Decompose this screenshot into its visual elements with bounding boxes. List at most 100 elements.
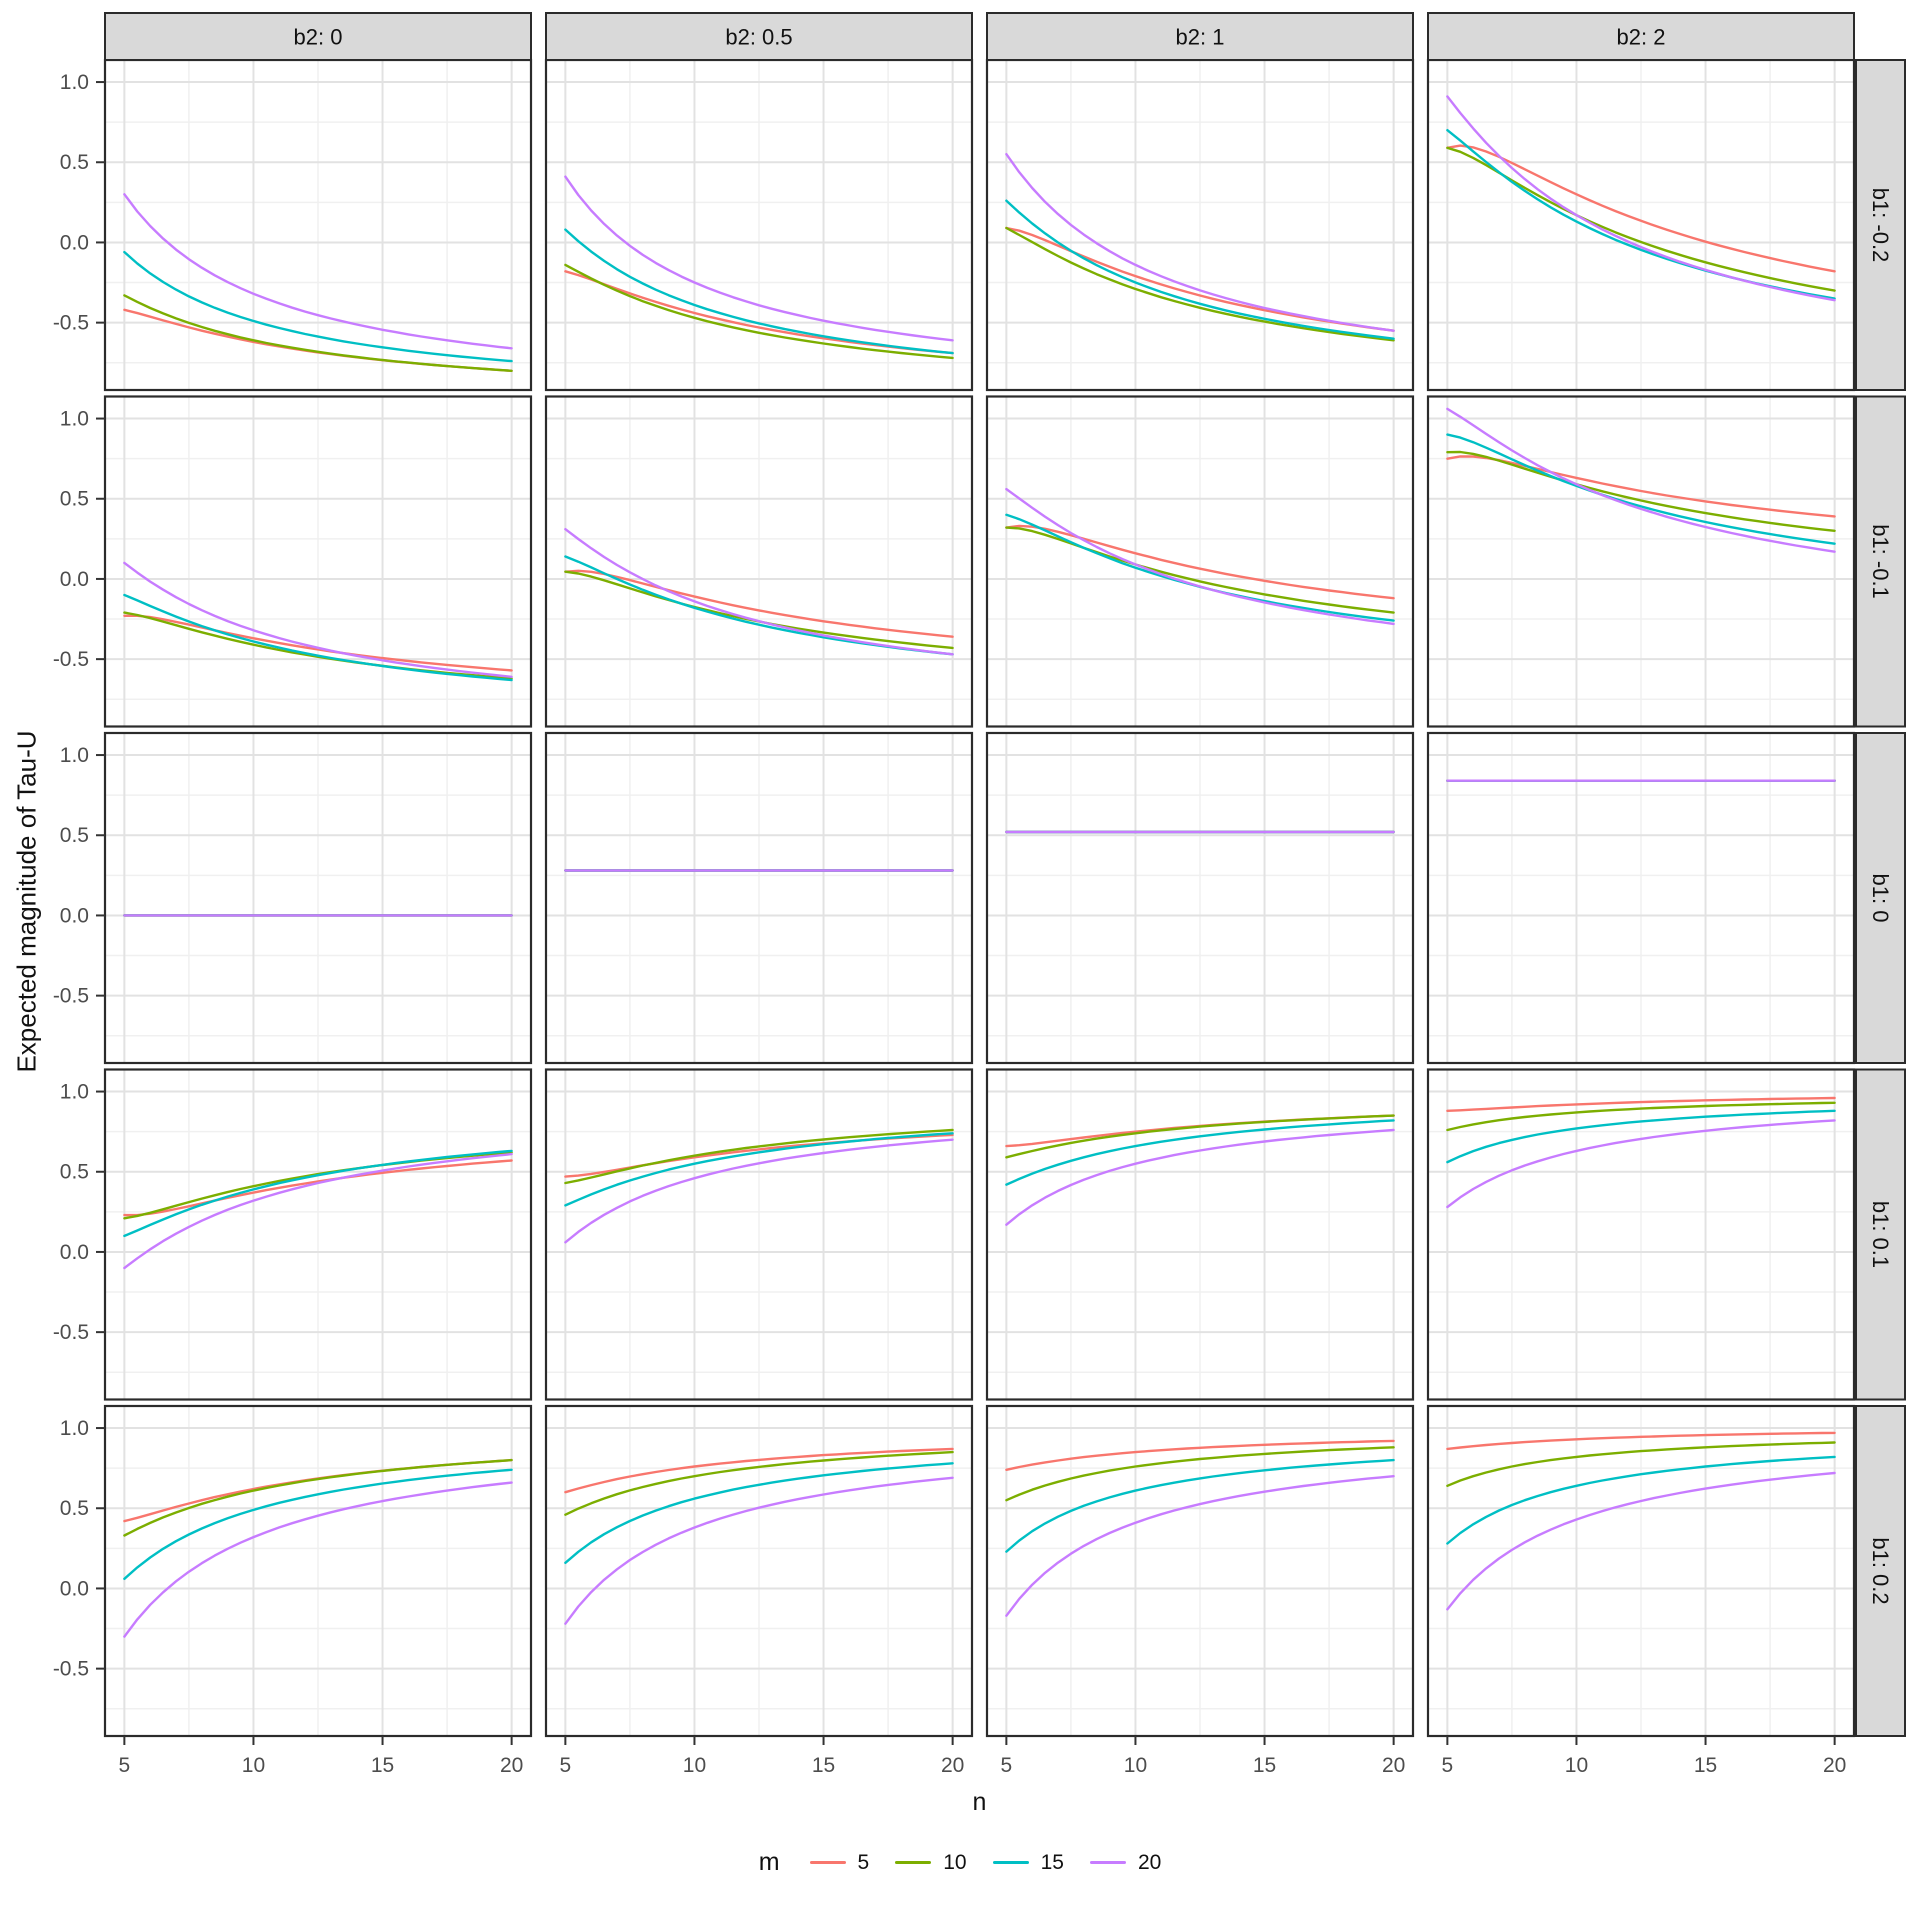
panel-border: [1426, 1068, 1856, 1401]
series-line-m10: [1446, 1441, 1836, 1488]
x-tick-label: 5: [1001, 1754, 1013, 1777]
series-line-m5: [1005, 524, 1395, 600]
panel-border: [103, 395, 533, 728]
y-tick-label: -0.5: [53, 1658, 89, 1681]
y-tick-label: 1.0: [60, 744, 89, 767]
legend-line-swatch: [809, 1861, 846, 1864]
y-tick-label: 0.0: [60, 1241, 89, 1264]
series-line-m20: [1446, 1119, 1836, 1209]
series-line-m20: [123, 1152, 513, 1270]
panel-border: [103, 1068, 533, 1401]
series-line-m20: [564, 1476, 954, 1625]
facet-col-label: b2: 0.5: [725, 25, 792, 50]
series-line-m15: [1005, 199, 1395, 340]
y-tick-label: 1.0: [60, 408, 89, 431]
panel-border: [103, 731, 533, 1065]
series-line-m15: [1446, 433, 1836, 545]
series-line-m20: [564, 528, 954, 656]
series-line-m20: [1005, 487, 1395, 626]
series-line-m20: [123, 561, 513, 678]
series-line-m20: [1446, 407, 1836, 553]
series-line-m5: [1005, 1439, 1395, 1472]
facet-row-strip: [1855, 1405, 1906, 1737]
legend-entry-10: 10: [895, 1850, 967, 1875]
series-line-m10: [1005, 1446, 1395, 1502]
facet-col-strip: [545, 12, 973, 61]
panel-border: [1426, 395, 1856, 728]
legend-line-swatch: [1089, 1861, 1126, 1864]
x-tick-label: 15: [1253, 1754, 1276, 1777]
series-line-m20: [1005, 1474, 1395, 1617]
series-line-m15: [564, 1132, 954, 1207]
panel-border: [544, 1068, 974, 1401]
series-line-m20: [1446, 95, 1836, 302]
x-tick-label: 15: [812, 1754, 835, 1777]
series-line-m5: [564, 569, 954, 638]
series-line-m15: [123, 1468, 513, 1581]
series-line-m5: [1446, 1431, 1836, 1451]
panel-border: [985, 731, 1415, 1065]
y-tick-label: 0.5: [60, 151, 89, 174]
y-tick-label: 0.0: [60, 568, 89, 591]
y-tick-label: 1.0: [60, 1081, 89, 1104]
legend-entry-15: 15: [992, 1850, 1064, 1875]
legend-line-swatch: [895, 1861, 932, 1864]
panel-border: [985, 1404, 1415, 1738]
facet-row-label: b1: -0.2: [1868, 188, 1893, 263]
legend-line-swatch: [992, 1861, 1029, 1864]
x-tick-label: 5: [560, 1754, 572, 1777]
series-line-m10: [1446, 1101, 1836, 1132]
y-tick-label: -0.5: [53, 312, 89, 335]
y-tick-label: 0.5: [60, 1497, 89, 1520]
series-line-m15: [1005, 1458, 1395, 1553]
series-line-m20: [1005, 1128, 1395, 1226]
y-tick-label: -0.5: [53, 985, 89, 1008]
series-line-m5: [1446, 1096, 1836, 1113]
series-line-m10: [1005, 226, 1395, 342]
x-tick-label: 20: [941, 1754, 964, 1777]
series-line-m20: [1005, 152, 1395, 332]
legend-title: m: [758, 1848, 780, 1876]
series-line-m15: [1446, 1109, 1836, 1164]
series-line-m10: [123, 294, 513, 372]
facet-row-strip: [1855, 1068, 1906, 1401]
series-line-m15: [1005, 1119, 1395, 1186]
series-line-m10: [1446, 450, 1836, 532]
y-tick-label: -0.5: [53, 1321, 89, 1344]
y-tick-label: -0.5: [53, 648, 89, 671]
facet-row-label: b1: 0: [1868, 874, 1893, 923]
x-tick-label: 15: [371, 1754, 394, 1777]
y-tick-label: 1.0: [60, 71, 89, 94]
legend-entry-5: 5: [809, 1851, 869, 1875]
series-line-m10: [564, 263, 954, 360]
facet-row-label: b1: -0.1: [1868, 524, 1893, 599]
series-line-m5: [123, 614, 513, 672]
series-line-m20: [123, 1481, 513, 1638]
x-tick-label: 20: [1382, 1754, 1405, 1777]
y-tick-label: 0.0: [60, 904, 89, 927]
panel-border: [1426, 1404, 1856, 1738]
series-line-m15: [123, 250, 513, 363]
x-tick-label: 10: [242, 1754, 265, 1777]
series-line-m5: [1446, 455, 1836, 518]
series-line-m20: [123, 193, 513, 350]
facet-col-label: b2: 2: [1617, 25, 1666, 50]
panel-border: [544, 395, 974, 728]
facet-col-strip: [104, 12, 532, 61]
facet-row-strip: [1855, 395, 1906, 728]
x-tick-label: 10: [1565, 1754, 1588, 1777]
x-tick-label: 10: [683, 1754, 706, 1777]
x-tick-label: 10: [1124, 1754, 1147, 1777]
legend-entry-label: 15: [1040, 1850, 1064, 1874]
x-axis-title: n: [972, 1788, 987, 1816]
x-tick-label: 5: [119, 1754, 131, 1777]
facet-col-strip: [986, 12, 1414, 61]
panel-border: [985, 1068, 1415, 1401]
series-line-m5: [123, 1159, 513, 1217]
series-line-m10: [564, 1128, 954, 1185]
legend-entry-label: 10: [943, 1850, 967, 1874]
y-tick-label: 0.5: [60, 1161, 89, 1184]
x-tick-label: 20: [1823, 1754, 1846, 1777]
